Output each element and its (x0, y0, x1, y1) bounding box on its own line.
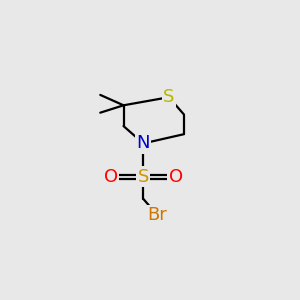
Text: O: O (169, 168, 183, 186)
Text: N: N (136, 134, 150, 152)
Text: S: S (163, 88, 175, 106)
Text: Br: Br (147, 206, 167, 224)
Text: S: S (138, 168, 149, 186)
Text: O: O (104, 168, 118, 186)
